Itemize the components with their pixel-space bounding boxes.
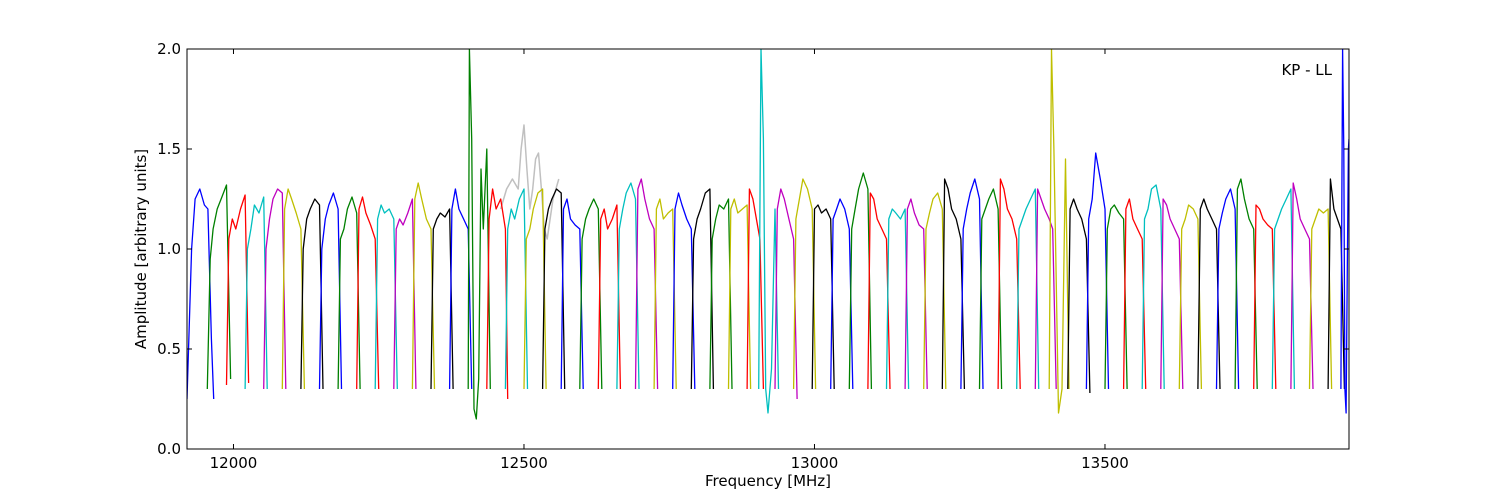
axis-ticks: 12000 12500 13000 13500 0.0 0.5 1.0 1.5 2.0 <box>157 40 1349 472</box>
series-line-27 <box>672 192 696 390</box>
x-axis-label: Frequency [MHz] <box>705 472 831 490</box>
series-line-41 <box>923 192 947 390</box>
series-line-8 <box>318 192 343 390</box>
series-line-21 <box>560 198 584 390</box>
series-line-1 <box>187 188 215 400</box>
series-line-34 <box>792 178 817 390</box>
series-line-36 <box>830 198 854 390</box>
series-line-17 <box>486 188 509 400</box>
series-line-10 <box>356 196 380 390</box>
series-line-39 <box>885 208 910 390</box>
y-axis-label: Amplitude [arbitrary units] <box>132 149 150 349</box>
series-line-61 <box>1290 182 1314 390</box>
series-line-28 <box>690 188 715 390</box>
series-line-58 <box>1234 178 1258 390</box>
series-line-11 <box>374 204 398 390</box>
series-line-49 <box>1067 198 1091 394</box>
series-line-13 <box>411 182 436 390</box>
series-line-25 <box>634 178 659 390</box>
y-tick-label: 2.0 <box>157 40 181 58</box>
y-tick-label: 0.0 <box>157 440 181 458</box>
series-line-57 <box>1215 188 1240 390</box>
series-line-59 <box>1253 204 1277 390</box>
series-line-56 <box>1197 198 1221 390</box>
series-line-47 <box>1034 188 1057 390</box>
series-line-26 <box>653 198 677 390</box>
series-line-38 <box>867 192 891 390</box>
series-group <box>187 49 1349 420</box>
x-tick-label: 13500 <box>1081 454 1129 472</box>
series-line-37 <box>848 172 873 390</box>
series-line-40 <box>904 198 928 390</box>
series-line-42 <box>941 178 966 390</box>
series-line-52 <box>1122 198 1147 390</box>
series-line-60 <box>1271 188 1296 390</box>
x-tick-label: 13000 <box>791 454 839 472</box>
series-line-23 <box>597 204 622 390</box>
series-line-3 <box>225 194 250 386</box>
plot-area <box>187 49 1349 420</box>
series-line-29 <box>709 198 733 390</box>
series-line-6 <box>281 188 306 390</box>
x-tick-label: 12000 <box>210 454 258 472</box>
x-tick-label: 12500 <box>500 454 548 472</box>
series-line-5 <box>263 188 287 390</box>
series-line-18 <box>504 188 529 390</box>
series-line-46 <box>1016 188 1040 390</box>
series-line-7 <box>300 198 324 390</box>
series-line-45 <box>997 178 1021 390</box>
series-line-53 <box>1141 184 1165 390</box>
series-line-33 <box>774 188 798 400</box>
series-line-32 <box>758 49 780 414</box>
series-line-31 <box>746 188 765 390</box>
series-line-16 <box>467 49 491 420</box>
series-line-62 <box>1308 208 1333 390</box>
series-line-35 <box>811 204 835 390</box>
series-line-19 <box>523 188 547 390</box>
annotation-label: KP - LL <box>1281 61 1332 79</box>
series-line-12 <box>393 198 417 390</box>
series-line-20 <box>541 188 566 390</box>
series-line-14 <box>430 208 454 390</box>
series-line-9 <box>337 196 361 390</box>
series-line-48 <box>1048 49 1070 414</box>
series-line-22 <box>579 198 603 390</box>
series-line-54 <box>1160 198 1184 390</box>
y-tick-label: 1.0 <box>157 240 181 258</box>
y-tick-label: 0.5 <box>157 340 181 358</box>
series-line-2 <box>206 184 232 390</box>
series-line-4 <box>244 196 268 390</box>
series-line-64 <box>1340 49 1349 414</box>
series-line-30 <box>727 198 752 390</box>
series-line-43 <box>960 178 984 390</box>
background-trace-line <box>499 124 560 240</box>
series-line-55 <box>1178 204 1203 390</box>
series-line-50 <box>1085 152 1110 390</box>
y-tick-label: 1.5 <box>157 140 181 158</box>
plot-frame <box>186 48 1350 450</box>
series-line-24 <box>616 182 640 390</box>
series-line-44 <box>978 188 1003 390</box>
series-line-51 <box>1104 204 1128 390</box>
